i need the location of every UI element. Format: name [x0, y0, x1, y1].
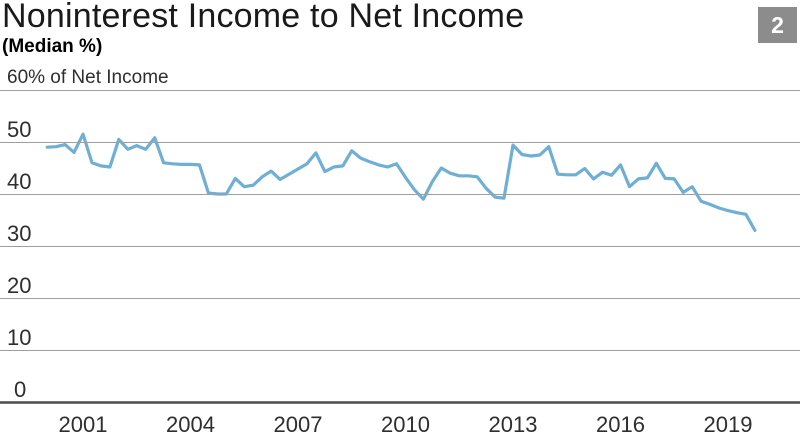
x-axis-tick-label: 2001	[58, 412, 108, 437]
y-axis-tick-label: 50	[7, 117, 32, 142]
x-axis-tick-label: 2013	[488, 412, 538, 437]
x-axis-tick-label: 2010	[381, 412, 430, 437]
y-axis-tick-label: 20	[7, 273, 32, 298]
y-axis-tick-label: 0	[14, 377, 27, 402]
x-axis-tick-label: 2016	[596, 412, 645, 437]
chart-subtitle: (Median %)	[2, 36, 103, 57]
x-axis-tick-label: 2004	[166, 412, 215, 437]
y-axis-tick-label: 10	[7, 325, 32, 350]
data-line	[45, 132, 757, 232]
y-axis-tick-label: 40	[7, 169, 32, 194]
x-axis-tick-label: 2007	[273, 412, 323, 437]
figure-number-badge: 2	[758, 7, 797, 43]
chart-title: Noninterest Income to Net Income	[2, 0, 525, 35]
y-axis-tick-label: 30	[7, 221, 32, 246]
y-axis-unit-label: 60% of Net Income	[7, 67, 169, 88]
x-axis-tick-label: 2019	[703, 412, 753, 437]
